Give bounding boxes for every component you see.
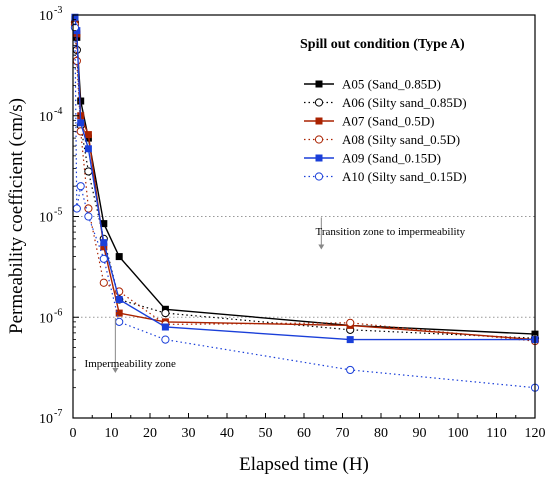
series-5 xyxy=(70,23,540,392)
series-point-2-4 xyxy=(100,243,108,251)
series-point-4-3 xyxy=(84,145,92,153)
legend-marker-2 xyxy=(315,117,323,125)
legend-label-4: A09 (Sand_0.15D) xyxy=(342,151,441,166)
y-tick-exponent-3: -4 xyxy=(54,106,62,117)
y-tick-label-0: 10 xyxy=(39,412,53,427)
series-point-4-4 xyxy=(100,239,108,247)
series-point-5-7 xyxy=(346,365,355,375)
series-point-5-6 xyxy=(161,335,170,344)
x-tick-label-2: 20 xyxy=(143,426,157,441)
series-point-4-5 xyxy=(115,296,123,304)
x-axis-label: Elapsed time (H) xyxy=(239,454,369,475)
y-tick-label-4: 10 xyxy=(39,9,53,24)
y-tick-exponent-1: -6 xyxy=(54,307,62,318)
x-tick-label-1: 10 xyxy=(105,426,119,441)
legend-label-1: A06 (Silty sand_0.85D) xyxy=(342,95,467,110)
legend-marker-0 xyxy=(315,80,323,88)
y-tick-label-1: 10 xyxy=(39,311,53,326)
series-point-1-3 xyxy=(84,167,93,176)
x-tick-label-5: 50 xyxy=(259,426,273,441)
series-point-3-4 xyxy=(99,278,108,287)
legend-label-2: A07 (Sand_0.5D) xyxy=(342,114,434,129)
legend-label-0: A05 (Sand_0.85D) xyxy=(342,77,441,92)
series-point-2-5 xyxy=(115,309,123,317)
series-point-0-4 xyxy=(100,220,108,228)
series-point-4-6 xyxy=(161,323,169,331)
x-tick-label-8: 80 xyxy=(374,426,388,441)
annotation-text-0: Transition zone to impermeability xyxy=(316,226,466,238)
x-tick-label-3: 30 xyxy=(182,426,196,441)
y-tick-label-3: 10 xyxy=(39,110,53,125)
legend: Spill out condition (Type A) A05 (Sand_0… xyxy=(300,37,467,184)
series-point-2-3 xyxy=(84,131,92,139)
x-tick-label-6: 60 xyxy=(297,426,311,441)
legend-title: Spill out condition (Type A) xyxy=(300,37,465,52)
series-point-0-5 xyxy=(115,253,123,261)
x-tick-label-4: 40 xyxy=(220,426,234,441)
x-tick-label-10: 100 xyxy=(448,426,469,441)
series-point-5-1 xyxy=(72,204,81,213)
legend-marker-3 xyxy=(314,135,324,144)
x-tick-label-7: 70 xyxy=(336,426,350,441)
series-point-5-2 xyxy=(76,182,85,191)
x-tick-label-0: 0 xyxy=(70,426,77,441)
series-point-3-7 xyxy=(346,318,355,327)
series-line-3 xyxy=(74,24,536,342)
annotation-text-1: Impermeability zone xyxy=(85,358,176,370)
legend-marker-5 xyxy=(314,172,324,181)
x-tick-label-9: 90 xyxy=(413,426,427,441)
series-point-5-5 xyxy=(115,317,124,326)
axis-ticks: 0 10 20 30 40 50 60 70 80 90 100 110 12010-710-610-5… xyxy=(39,5,546,441)
y-tick-exponent-2: -5 xyxy=(54,207,62,218)
legend-label-5: A10 (Silty sand_0.15D) xyxy=(342,169,467,184)
x-tick-label-12: 120 xyxy=(525,426,546,441)
series-point-4-0 xyxy=(71,13,79,21)
legend-label-3: A08 (Silty sand_0.5D) xyxy=(342,132,460,147)
annotation-arrowhead-1 xyxy=(112,367,119,373)
series-point-3-1 xyxy=(72,56,81,66)
annotations: Transition zone to impermeability Imperme… xyxy=(85,217,466,373)
series-layer xyxy=(70,13,540,392)
series-point-1-6 xyxy=(161,308,170,318)
series-point-4-7 xyxy=(346,336,354,344)
x-tick-label-11: 110 xyxy=(486,426,506,441)
legend-marker-1 xyxy=(314,98,324,107)
series-point-4-2 xyxy=(77,119,85,127)
y-tick-exponent-4: -3 xyxy=(54,5,62,16)
y-axis-label: Permeability coefficient (cm/s) xyxy=(6,98,27,334)
series-point-5-3 xyxy=(84,212,93,221)
y-tick-label-2: 10 xyxy=(39,211,53,226)
series-point-0-2 xyxy=(77,97,85,105)
annotation-arrowhead-0 xyxy=(318,244,325,250)
series-point-5-4 xyxy=(99,254,108,263)
series-point-3-3 xyxy=(84,204,93,213)
y-tick-exponent-0: -7 xyxy=(54,408,62,419)
legend-marker-4 xyxy=(315,154,323,162)
